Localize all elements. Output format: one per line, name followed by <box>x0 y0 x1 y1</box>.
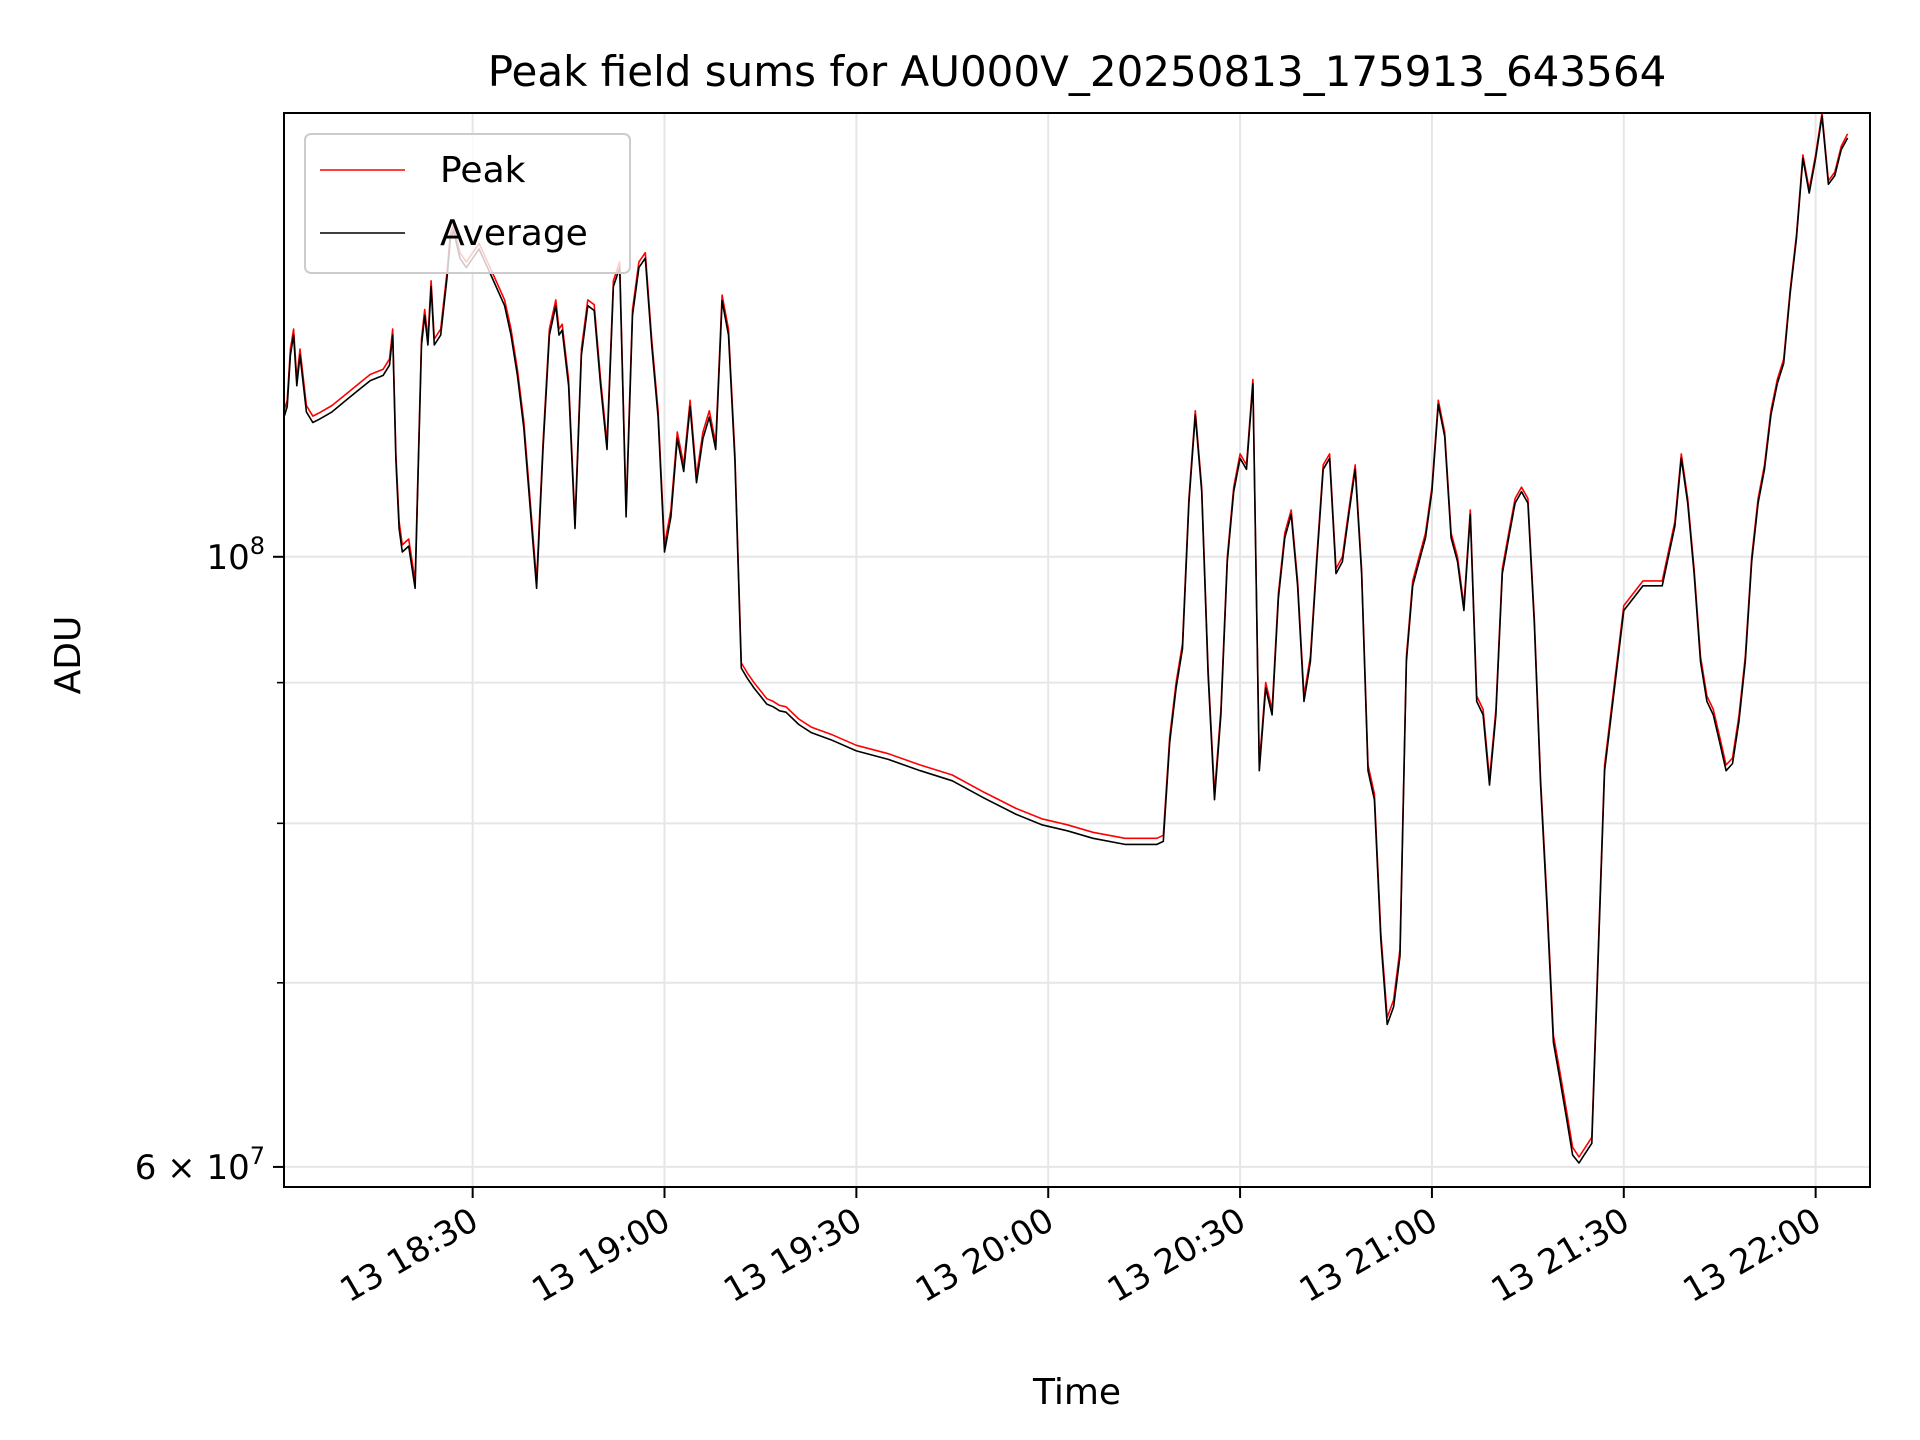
y-tick-label-base: 10 <box>206 538 249 578</box>
legend-label-peak: Peak <box>440 150 526 191</box>
y-tick-label: 6 × 107 <box>135 1142 265 1188</box>
grid <box>284 113 1870 1187</box>
y-tick-label-exponent: 8 <box>250 532 265 560</box>
legend: Peak Average <box>304 133 631 274</box>
x-axis-label: Time <box>1032 1372 1121 1413</box>
y-axis-label: ADU <box>48 616 89 695</box>
legend-box <box>304 133 631 274</box>
y-tick-label-base: 6 × 10 <box>135 1148 250 1188</box>
legend-label-average: Average <box>440 213 588 254</box>
y-tick-label: 108 <box>206 532 265 578</box>
chart-title: Peak field sums for AU000V_20250813_1759… <box>488 47 1667 96</box>
y-tick-label-exponent: 7 <box>250 1142 265 1170</box>
plot-frame <box>283 112 1871 1188</box>
